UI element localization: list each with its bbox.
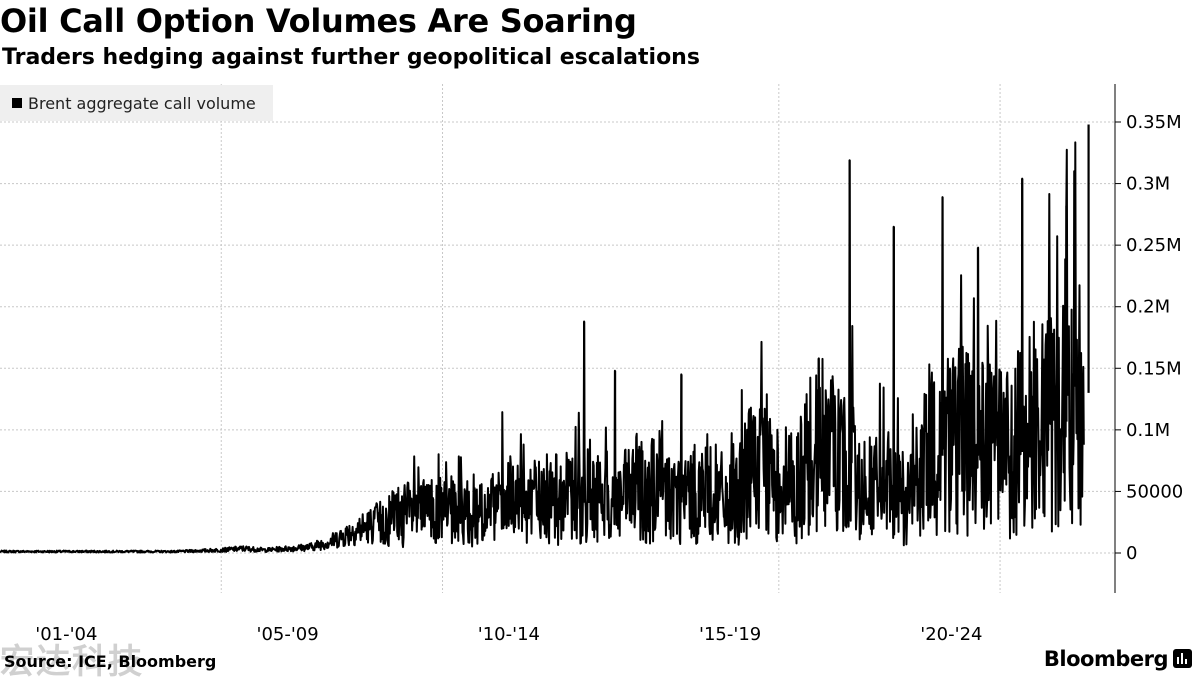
y-tick-label: 0.1M: [1126, 420, 1170, 441]
y-tick-label: 0.15M: [1126, 358, 1182, 379]
x-tick-label: '01-'04: [35, 624, 97, 645]
legend-label: Brent aggregate call volume: [28, 93, 256, 113]
y-tick-label: 0.25M: [1126, 235, 1182, 256]
y-tick-label: 0.3M: [1126, 174, 1170, 195]
chart-subtitle: Traders hedging against further geopolit…: [2, 45, 700, 70]
x-tick-label: '15-'19: [699, 624, 761, 645]
y-tick-label: 0.2M: [1126, 297, 1170, 318]
legend: Brent aggregate call volume: [0, 85, 273, 121]
x-tick-label: '10-'14: [478, 624, 540, 645]
source-note: Source: ICE, Bloomberg: [4, 652, 217, 671]
bloomberg-logo: Bloomberg: [1043, 647, 1169, 671]
legend-swatch: [12, 98, 22, 108]
series-line-brent: [0, 141, 1085, 554]
bloomberg-bars-icon: [1173, 649, 1192, 668]
y-tick-label: 50000: [1126, 481, 1183, 502]
y-tick-label: 0.35M: [1126, 112, 1182, 133]
chart-title: Oil Call Option Volumes Are Soaring: [0, 2, 637, 40]
x-tick-label: '20-'24: [920, 624, 982, 645]
y-tick-label: 0: [1126, 543, 1137, 564]
x-tick-label: '05-'09: [257, 624, 319, 645]
